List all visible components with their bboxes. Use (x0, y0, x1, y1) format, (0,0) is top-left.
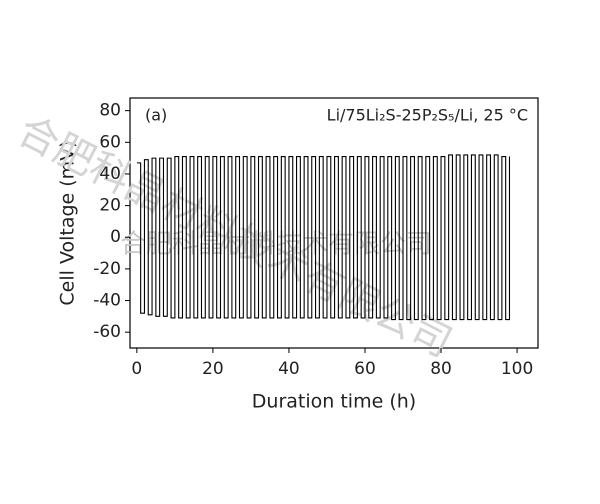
y-axis-label: Cell Voltage (mV) (57, 140, 79, 305)
plot-frame (129, 97, 539, 349)
condition-label: Li/75Li₂S-25P₂S₅/Li, 25 °C (327, 106, 528, 125)
y-tick-label: -40 (93, 291, 121, 311)
y-tick-label: 40 (99, 164, 121, 184)
y-tick-label: 0 (110, 227, 121, 247)
y-tick-label: 60 (99, 132, 121, 152)
y-tick-label: 80 (99, 101, 121, 121)
y-tick-label: -20 (93, 259, 121, 279)
x-tick-label: 40 (278, 359, 300, 379)
y-tick-label: 20 (99, 196, 121, 216)
x-tick-label: 20 (202, 359, 224, 379)
x-tick-label: 100 (501, 359, 533, 379)
panel-label: (a) (145, 106, 167, 125)
x-axis-label: Duration time (h) (252, 391, 416, 413)
voltage-line (136, 154, 511, 321)
x-tick-label: 0 (131, 359, 142, 379)
x-tick-label: 80 (430, 359, 452, 379)
x-tick-label: 60 (354, 359, 376, 379)
y-tick-label: -60 (93, 322, 121, 342)
